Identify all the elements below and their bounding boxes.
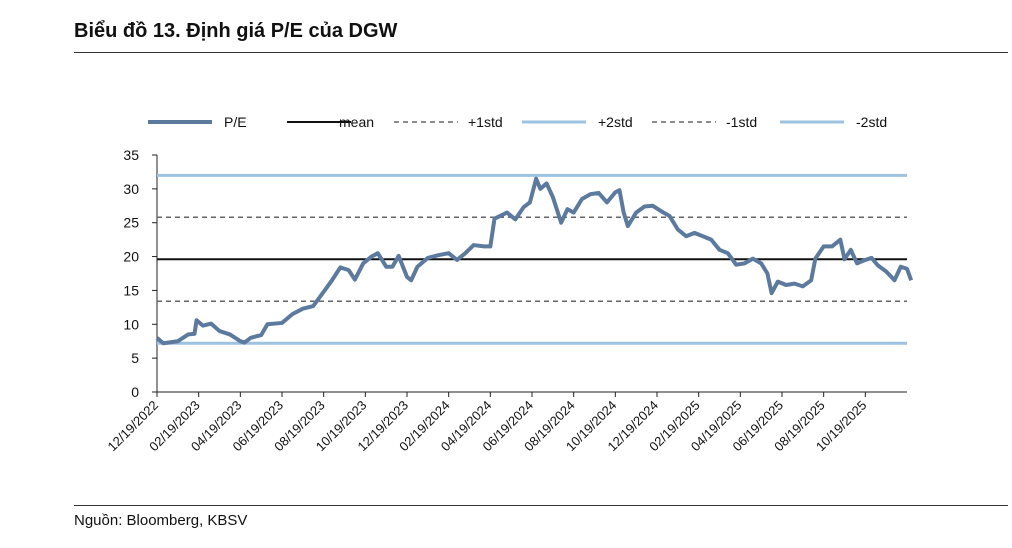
y-tick-label: 5 (131, 350, 139, 366)
y-tick-label: 10 (123, 316, 139, 332)
y-tick-label: 15 (123, 282, 139, 298)
legend-label: mean (339, 114, 374, 130)
pe-series-line (155, 176, 914, 346)
y-tick-label: 30 (123, 181, 139, 197)
legend-label: +1std (468, 114, 503, 130)
source-divider (74, 505, 1008, 506)
source-note: Nguồn: Bloomberg, KBSV (74, 512, 248, 529)
y-tick-label: 0 (131, 384, 139, 400)
y-tick-label: 35 (123, 147, 139, 163)
title-divider (74, 52, 1008, 53)
legend-label: +2std (598, 114, 633, 130)
y-tick-label: 20 (123, 249, 139, 265)
legend-label: -1std (726, 114, 757, 130)
legend-label: P/E (224, 114, 247, 130)
chart-title: Biểu đồ 13. Định giá P/E của DGW (74, 20, 398, 42)
y-tick-label: 25 (123, 215, 139, 231)
legend-label: -2std (856, 114, 887, 130)
